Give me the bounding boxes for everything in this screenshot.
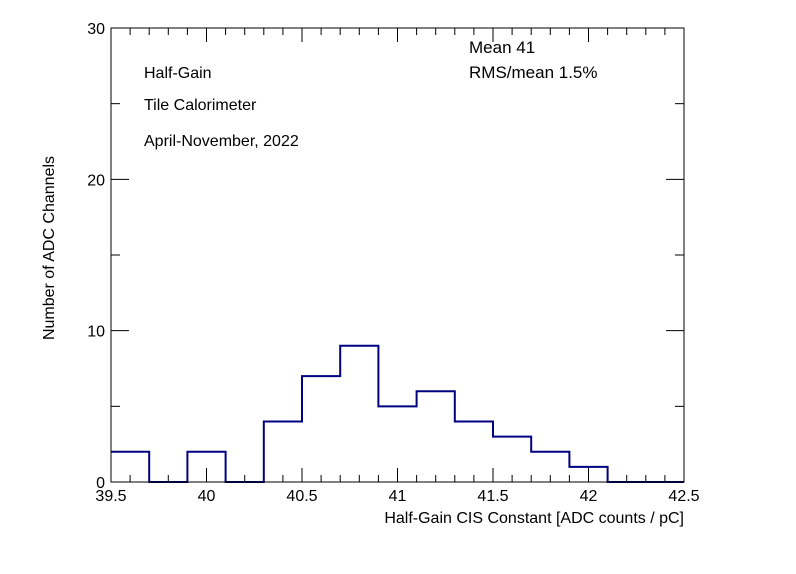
x-tick-label: 39.5 (95, 488, 126, 505)
y-tick-label: 10 (87, 324, 105, 341)
x-tick-label: 42.5 (668, 488, 699, 505)
annotation-period: April-November, 2022 (144, 133, 299, 150)
annotation-detector: Tile Calorimeter (144, 97, 257, 114)
x-tick-label: 40.5 (286, 488, 317, 505)
x-tick-label: 41.5 (477, 488, 508, 505)
y-tick-label: 30 (87, 21, 105, 38)
annotation-rms: RMS/mean 1.5% (469, 63, 598, 82)
plot-frame (110, 27, 685, 483)
y-tick-label: 20 (87, 172, 105, 189)
y-tick-label: 0 (96, 475, 105, 492)
annotation-mean: Mean 41 (469, 38, 535, 57)
x-tick-label: 41 (389, 488, 407, 505)
annotation-gain: Half-Gain (144, 65, 212, 82)
histogram-series (111, 344, 684, 483)
tick-labels: 39.5 40 40.5 41 41.5 42 42.5 0 10 20 30 (87, 21, 699, 505)
x-tick-label: 42 (580, 488, 598, 505)
y-axis-title: Number of ADC Channels (41, 156, 58, 340)
x-axis-title: Half-Gain CIS Constant [ADC counts / pC] (384, 510, 684, 527)
x-tick-label: 40 (198, 488, 216, 505)
